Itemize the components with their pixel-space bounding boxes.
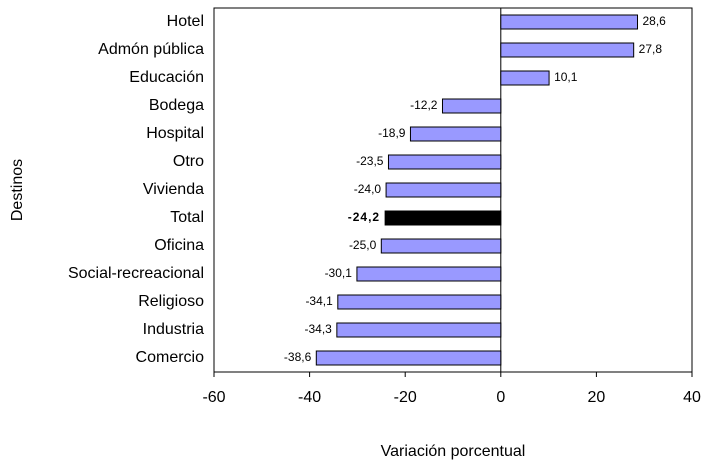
y-tick-label: Bodega bbox=[149, 97, 204, 114]
bar bbox=[500, 14, 639, 30]
y-tick-label: Otro bbox=[173, 153, 204, 170]
y-tick-label: Oficina bbox=[154, 237, 204, 254]
bar bbox=[500, 70, 550, 86]
y-tick-label: Admón pública bbox=[98, 41, 204, 58]
value-label: -38,6 bbox=[284, 350, 312, 364]
y-tick-label: Religioso bbox=[138, 293, 204, 310]
x-tick-label: 0 bbox=[496, 389, 505, 406]
plot-frame bbox=[213, 7, 693, 373]
value-label: -34,1 bbox=[305, 294, 333, 308]
value-label: -24,2 bbox=[348, 210, 380, 224]
value-label: -12,2 bbox=[410, 98, 438, 112]
x-tick-label: 40 bbox=[683, 389, 701, 406]
bar bbox=[387, 154, 502, 170]
value-label: -34,3 bbox=[304, 322, 332, 336]
value-label: -18,9 bbox=[378, 126, 406, 140]
y-tick-label: Total bbox=[170, 209, 204, 226]
bar bbox=[336, 322, 502, 338]
value-label: -24,0 bbox=[354, 182, 382, 196]
x-tick-label: -20 bbox=[394, 389, 417, 406]
y-tick-label: Industria bbox=[143, 321, 204, 338]
y-tick-label: Hospital bbox=[146, 125, 204, 142]
value-label: 10,1 bbox=[554, 70, 578, 84]
bar bbox=[315, 350, 502, 366]
y-tick-label: Comercio bbox=[136, 349, 205, 366]
value-label: 27,8 bbox=[639, 42, 663, 56]
value-label: -25,0 bbox=[349, 238, 377, 252]
bar bbox=[409, 126, 502, 142]
value-label: -23,5 bbox=[356, 154, 384, 168]
y-tick-label: Vivienda bbox=[143, 181, 204, 198]
y-axis-label: Destinos bbox=[9, 159, 26, 221]
y-tick-label: Hotel bbox=[167, 13, 204, 30]
bar bbox=[337, 294, 502, 310]
x-axis-label: Variación porcentual bbox=[381, 443, 526, 460]
bar bbox=[380, 238, 502, 254]
bar bbox=[384, 210, 502, 226]
x-tick-label: 20 bbox=[588, 389, 606, 406]
x-tick-label: -40 bbox=[298, 389, 321, 406]
value-label: -30,1 bbox=[325, 266, 353, 280]
value-label: 28,6 bbox=[643, 14, 667, 28]
bar bbox=[385, 182, 502, 198]
bar bbox=[356, 266, 502, 282]
y-tick-label: Educación bbox=[129, 69, 204, 86]
bar bbox=[500, 42, 635, 58]
bar bbox=[441, 98, 502, 114]
y-tick-label: Social-recreacional bbox=[68, 265, 204, 282]
x-tick-label: -60 bbox=[202, 389, 225, 406]
